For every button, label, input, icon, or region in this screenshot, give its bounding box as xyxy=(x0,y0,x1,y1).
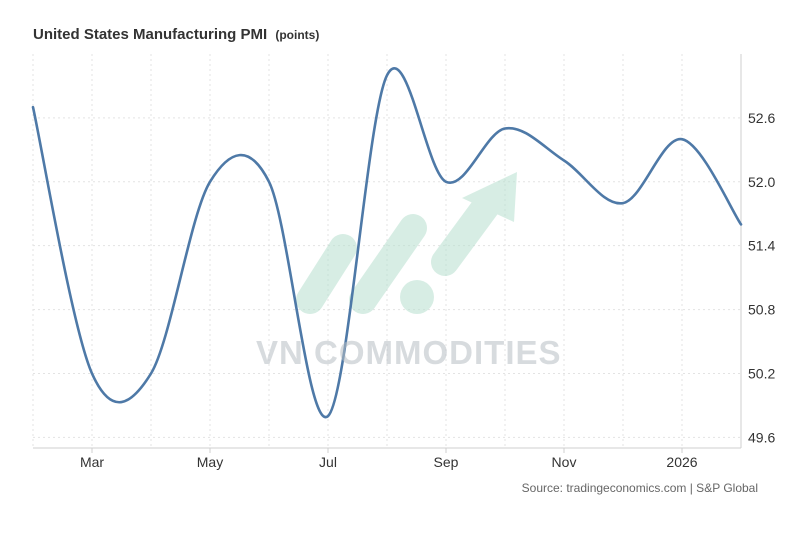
y-tick-label: 50.8 xyxy=(748,302,775,318)
x-tick-label: May xyxy=(197,454,223,470)
chart-title-unit: (points) xyxy=(275,28,320,42)
y-tick-label: 51.4 xyxy=(748,238,775,254)
y-tick-label: 49.6 xyxy=(748,429,775,445)
x-tick-label: Sep xyxy=(434,454,459,470)
x-tick-label: 2026 xyxy=(666,454,697,470)
y-tick-label: 50.2 xyxy=(748,365,775,381)
x-tick-label: Nov xyxy=(552,454,577,470)
chart-title: United States Manufacturing PMI (points) xyxy=(33,26,319,43)
x-tick-label: Mar xyxy=(80,454,104,470)
watermark-logo xyxy=(296,172,517,314)
x-tick-label: Jul xyxy=(319,454,337,470)
chart-title-text: United States Manufacturing PMI xyxy=(33,26,268,43)
y-tick-label: 52.6 xyxy=(748,110,775,126)
source-note: Source: tradingeconomics.com | S&P Globa… xyxy=(521,481,758,495)
chart-axes: 49.6 50.2 50.8 51.4 52.0 52.6 Mar May Jul Sep Nov 2… xyxy=(33,54,775,470)
watermark-text: VN COMMODITIES xyxy=(256,334,562,371)
y-tick-label: 52.0 xyxy=(748,174,775,190)
chart-grid xyxy=(32,54,742,448)
series-line xyxy=(31,67,743,419)
